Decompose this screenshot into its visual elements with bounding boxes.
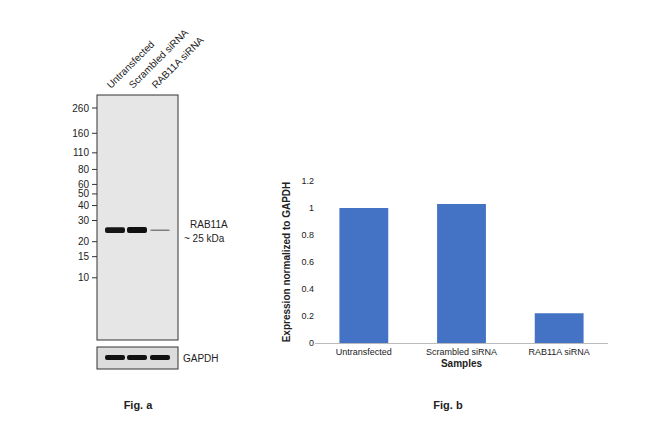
svg-text:0: 0 — [309, 338, 314, 348]
svg-text:Fig. b: Fig. b — [433, 399, 463, 411]
svg-text:GAPDH: GAPDH — [183, 353, 219, 364]
svg-text:~ 25 kDa: ~ 25 kDa — [184, 233, 225, 244]
svg-text:15: 15 — [78, 251, 90, 262]
svg-text:30: 30 — [78, 215, 90, 226]
svg-text:60: 60 — [77, 178, 89, 190]
svg-text:20: 20 — [78, 236, 90, 247]
svg-text:260: 260 — [72, 103, 89, 114]
svg-text:10: 10 — [78, 272, 90, 283]
svg-text:110: 110 — [73, 147, 89, 158]
svg-text:1.2: 1.2 — [301, 176, 314, 186]
svg-text:0.8: 0.8 — [301, 230, 314, 240]
svg-text:50: 50 — [78, 188, 90, 199]
svg-text:Fig. a: Fig. a — [124, 399, 154, 411]
svg-text:1: 1 — [309, 203, 314, 213]
svg-text:Scrambled siRNA: Scrambled siRNA — [126, 26, 191, 91]
svg-text:0.2: 0.2 — [301, 311, 314, 321]
svg-text:RAB11A: RAB11A — [190, 219, 228, 230]
svg-text:Samples: Samples — [441, 358, 483, 369]
svg-text:Untransfected: Untransfected — [336, 347, 392, 357]
svg-text:0.6: 0.6 — [301, 257, 314, 267]
svg-text:Untransfected: Untransfected — [104, 38, 157, 91]
svg-text:40: 40 — [78, 200, 90, 211]
svg-text:0.4: 0.4 — [301, 284, 314, 294]
svg-text:80: 80 — [78, 164, 90, 175]
svg-text:Expression normalized to GAPDH: Expression normalized to GAPDH — [281, 182, 292, 343]
svg-text:RAB11A siRNA: RAB11A siRNA — [528, 347, 589, 357]
svg-text:160: 160 — [72, 128, 89, 139]
svg-text:RAB11A siRNA: RAB11A siRNA — [150, 34, 206, 90]
svg-text:Scrambled siRNA: Scrambled siRNA — [426, 347, 497, 357]
